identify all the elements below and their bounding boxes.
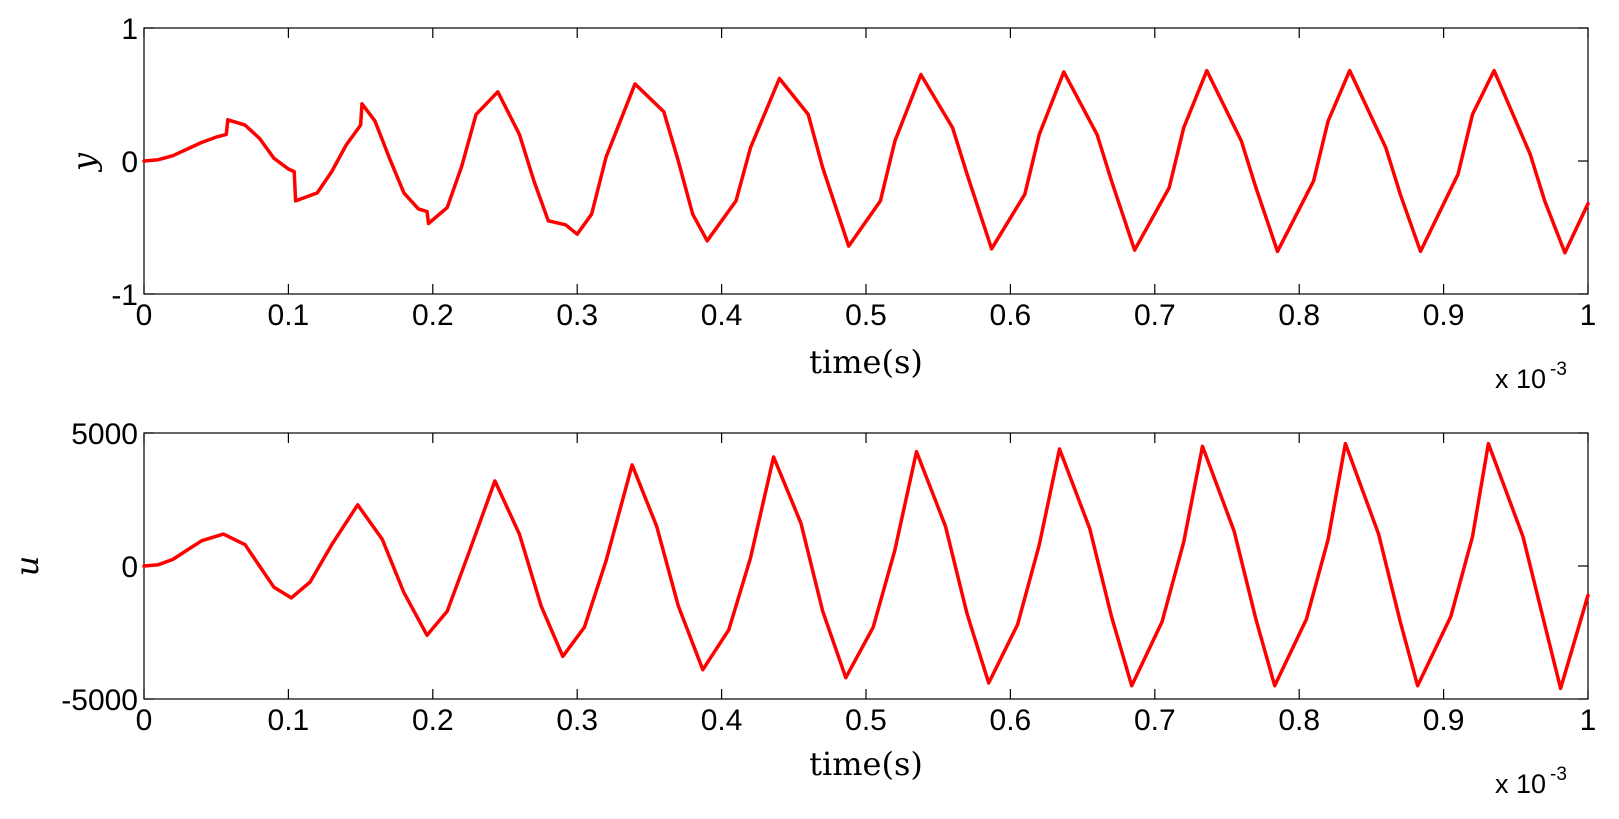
x-multiplier-exponent-y: -3 <box>1550 359 1567 380</box>
y-tick-y-2: 1 <box>121 13 1588 46</box>
x-tick-y-4: 0.4 <box>701 28 743 332</box>
x-tick-label: 0.7 <box>1134 704 1176 737</box>
series-line-u-0 <box>142 441 1590 691</box>
x-tick-label: 1 <box>1580 299 1597 332</box>
x-tick-u-0: 0 <box>136 433 153 737</box>
x-tick-u-10: 1 <box>1580 433 1597 737</box>
subplot-y: 0 0.1 0.2 0.3 0.4 0.5 0.6 0.7 0.8 0.9 1 -101 time(… <box>65 13 1596 394</box>
x-tick-u-1: 0.1 <box>268 433 310 737</box>
y-axis-label-u: u <box>8 556 46 577</box>
y-axis-label-y: y <box>65 152 103 173</box>
x-tick-u-6: 0.6 <box>990 433 1032 737</box>
y-axis-ticks-u: -5000 0 5000 <box>61 418 1588 717</box>
x-axis-ticks-y: 0 0.1 0.2 0.3 0.4 0.5 0.6 0.7 0.8 0.9 1 <box>136 28 1597 332</box>
y-tick-label: -1 <box>111 279 138 312</box>
x-tick-u-5: 0.5 <box>845 433 887 737</box>
x-tick-label: 0.8 <box>1278 299 1320 332</box>
x-tick-label: 1 <box>1580 704 1597 737</box>
x-tick-y-8: 0.8 <box>1278 28 1320 332</box>
y-tick-u-2: 5000 <box>71 418 1588 451</box>
x-tick-label: 0.9 <box>1423 299 1465 332</box>
x-tick-label: 0.4 <box>701 704 743 737</box>
x-tick-label: 0.1 <box>268 704 310 737</box>
x-tick-y-1: 0.1 <box>268 28 310 332</box>
x-tick-label: 0 <box>136 704 153 737</box>
x-tick-label: 0.5 <box>845 704 887 737</box>
x-tick-label: 0.6 <box>990 704 1032 737</box>
series-line-y-0 <box>142 68 1590 255</box>
plot-area-u <box>143 432 1589 700</box>
subplot-u: 0 0.1 0.2 0.3 0.4 0.5 0.6 0.7 0.8 0.9 1 -500005000… <box>8 418 1596 799</box>
x-tick-label: 0.3 <box>556 299 598 332</box>
x-tick-u-8: 0.8 <box>1278 433 1320 737</box>
x-tick-label: 0 <box>136 299 153 332</box>
y-tick-label: 1 <box>121 13 138 46</box>
x-tick-label: 0.3 <box>556 704 598 737</box>
x-multiplier-y: x 10 -3 <box>1495 359 1567 394</box>
x-tick-y-3: 0.3 <box>556 28 598 332</box>
x-tick-y-6: 0.6 <box>990 28 1032 332</box>
x-axis-label-u: time(s) <box>809 745 923 783</box>
y-tick-label: 0 <box>121 146 138 179</box>
x-multiplier-base-u: x 10 <box>1495 769 1546 799</box>
x-tick-u-7: 0.7 <box>1134 433 1176 737</box>
x-tick-u-9: 0.9 <box>1423 433 1465 737</box>
x-axis-label-y: time(s) <box>809 343 923 381</box>
x-tick-y-0: 0 <box>136 28 153 332</box>
x-axis-ticks-u: 0 0.1 0.2 0.3 0.4 0.5 0.6 0.7 0.8 0.9 1 <box>136 433 1597 737</box>
series-u <box>142 441 1590 691</box>
series-y <box>142 68 1590 255</box>
x-tick-label: 0.9 <box>1423 704 1465 737</box>
plot-area-y <box>143 27 1589 295</box>
x-tick-u-4: 0.4 <box>701 433 743 737</box>
x-tick-y-9: 0.9 <box>1423 28 1465 332</box>
x-multiplier-exponent-u: -3 <box>1550 764 1567 785</box>
x-multiplier-base-y: x 10 <box>1495 364 1546 394</box>
y-tick-y-0: -1 <box>111 279 1588 312</box>
x-tick-label: 0.7 <box>1134 299 1176 332</box>
x-tick-label: 0.8 <box>1278 704 1320 737</box>
y-tick-label: 5000 <box>71 418 138 451</box>
y-tick-u-0: -5000 <box>61 684 1588 717</box>
y-axis-ticks-y: -1 0 1 <box>111 13 1588 312</box>
y-tick-label: -5000 <box>61 684 138 717</box>
x-tick-y-7: 0.7 <box>1134 28 1176 332</box>
x-tick-label: 0.2 <box>412 704 454 737</box>
x-tick-label: 0.1 <box>268 299 310 332</box>
x-multiplier-u: x 10 -3 <box>1495 764 1567 799</box>
x-tick-y-10: 1 <box>1580 28 1597 332</box>
x-tick-y-5: 0.5 <box>845 28 887 332</box>
x-tick-label: 0.6 <box>990 299 1032 332</box>
x-tick-label: 0.5 <box>845 299 887 332</box>
x-tick-label: 0.4 <box>701 299 743 332</box>
y-tick-label: 0 <box>121 551 138 584</box>
x-tick-u-3: 0.3 <box>556 433 598 737</box>
x-tick-y-2: 0.2 <box>412 28 454 332</box>
x-tick-label: 0.2 <box>412 299 454 332</box>
x-tick-u-2: 0.2 <box>412 433 454 737</box>
